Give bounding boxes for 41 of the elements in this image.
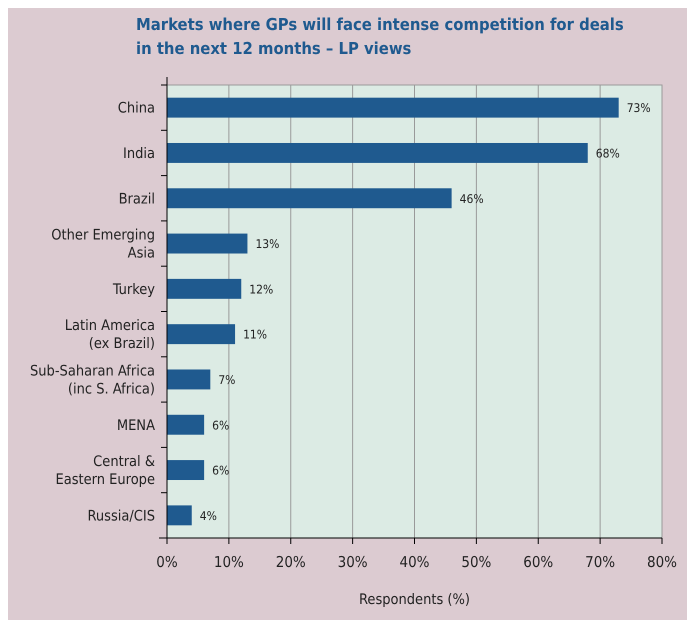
bar: [167, 278, 242, 299]
y-tick-label: Turkey: [112, 282, 156, 298]
data-label: 11%: [243, 328, 268, 342]
x-tick-label: 60%: [523, 553, 554, 571]
x-tick-label: 70%: [585, 553, 616, 571]
x-tick-label: 80%: [647, 553, 678, 571]
bar: [167, 188, 452, 208]
y-tick-label: Russia/CIS: [87, 508, 155, 524]
bar: [167, 369, 210, 390]
x-tick-label: 10%: [214, 553, 244, 571]
data-label: 4%: [200, 508, 217, 523]
bar: [167, 98, 619, 118]
data-label: 13%: [255, 237, 280, 252]
data-label: 6%: [212, 418, 230, 432]
bar: [167, 505, 192, 526]
x-tick-label: 30%: [338, 553, 368, 571]
bar: [167, 414, 204, 435]
bar: [167, 234, 248, 254]
x-axis-title: Respondents (%): [359, 592, 470, 608]
x-tick-label: 0%: [156, 553, 178, 571]
bar: [167, 460, 204, 480]
y-tick-label: Other Emerging Asia: [51, 228, 155, 262]
y-tick-label: Central & Eastern Europe: [55, 454, 155, 488]
data-label: 73%: [626, 101, 651, 116]
data-label: 6%: [212, 464, 230, 478]
bar: [167, 324, 236, 344]
y-tick-label: MENA: [116, 418, 156, 434]
bar: [167, 142, 588, 163]
data-label: 7%: [218, 372, 236, 387]
data-label: 68%: [596, 146, 620, 160]
y-tick-label: China: [118, 100, 155, 117]
x-tick-label: 20%: [276, 553, 306, 571]
x-tick-label: 40%: [400, 553, 430, 571]
data-label: 12%: [249, 282, 274, 296]
y-tick-label: India: [122, 146, 155, 162]
chart-title: Markets where GPs will face intense competition for deals in the next 12 months – LP views: [136, 15, 624, 58]
y-tick-label: Latin America (ex Brazil): [64, 318, 155, 352]
y-tick-label: Sub-Saharan Africa (inc S. Africa): [30, 363, 155, 398]
x-tick-label: 50%: [461, 553, 492, 571]
y-tick-label: Brazil: [118, 191, 155, 208]
data-label: 46%: [460, 192, 484, 206]
